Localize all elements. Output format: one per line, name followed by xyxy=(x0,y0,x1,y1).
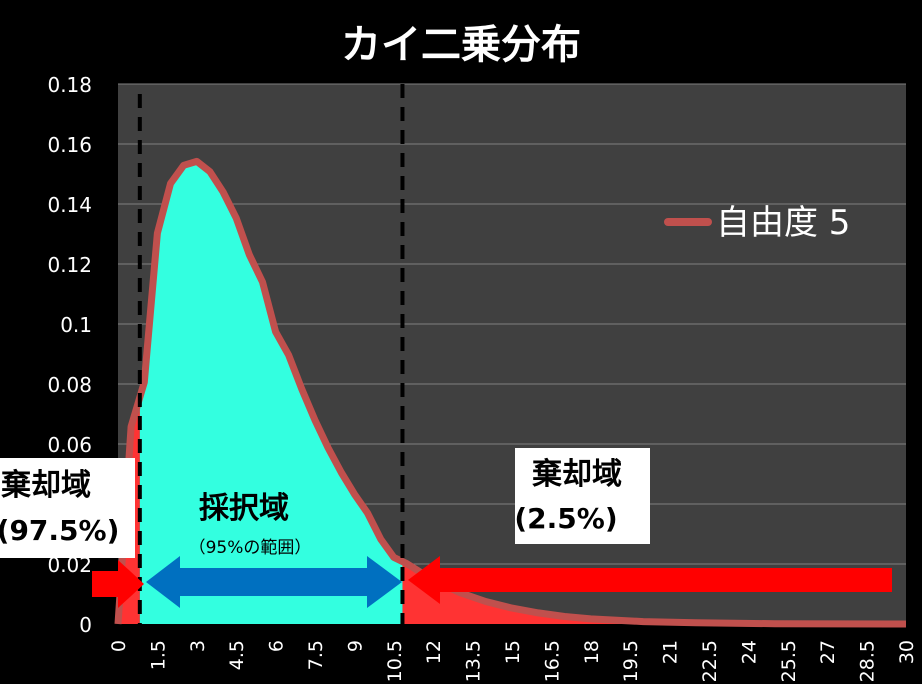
reject-arrow-right xyxy=(408,556,892,604)
legend: 自由度 5 xyxy=(664,203,850,243)
x-tick-label: 27 xyxy=(817,640,839,664)
y-tick-label: 0.14 xyxy=(47,193,92,217)
y-tick-label: 0.1 xyxy=(60,313,92,337)
x-tick-label: 24 xyxy=(738,640,760,664)
x-tick-label: 13.5 xyxy=(463,640,485,682)
y-tick-label: 0.08 xyxy=(47,373,92,397)
reject-arrow-left xyxy=(92,560,144,608)
y-tick-label: 0.12 xyxy=(47,253,92,277)
x-tick-label: 28.5 xyxy=(857,640,879,682)
left-reject-title: 棄却域 xyxy=(1,468,91,503)
x-tick-label: 16.5 xyxy=(541,640,563,682)
x-tick-label: 7.5 xyxy=(305,640,327,670)
x-tick-label: 10.5 xyxy=(384,640,406,682)
reject-region-right xyxy=(402,561,906,624)
chart-title: カイ二乗分布 xyxy=(341,22,581,68)
x-tick-label: 12 xyxy=(423,640,445,664)
x-tick-label: 30 xyxy=(896,640,918,664)
legend-label: 自由度 5 xyxy=(716,203,850,243)
y-tick-label: 0.18 xyxy=(47,73,92,97)
accept-label: 採択域 xyxy=(199,491,289,526)
x-tick-label: 6 xyxy=(266,640,288,652)
left-reject-callout: 棄却域 (97.5%) xyxy=(0,458,135,558)
series-line-df5 xyxy=(114,157,907,628)
x-tick-label: 25.5 xyxy=(778,640,800,682)
y-tick-label: 0.16 xyxy=(47,133,92,157)
accept-sublabel: （95%の範囲） xyxy=(189,538,312,558)
accept-region xyxy=(139,161,403,624)
x-tick-label: 22.5 xyxy=(699,640,721,682)
x-tick-label: 18 xyxy=(581,640,603,664)
x-tick-label: 9 xyxy=(344,640,366,652)
accept-arrow-shape xyxy=(146,556,402,608)
right-reject-callout: 棄却域 (2.5%) xyxy=(514,448,650,544)
x-tick-label: 19.5 xyxy=(620,640,642,682)
accept-arrow xyxy=(146,556,402,608)
right-reject-percent: (2.5%) xyxy=(514,502,617,535)
x-tick-label: 1.5 xyxy=(147,640,169,670)
left-reject-percent: (97.5%) xyxy=(0,514,119,547)
x-tick-label: 0 xyxy=(108,640,130,652)
x-axis: 0 1.5 3 4.5 6 7.5 9 10.5 12 13.5 15 16.5 18 19.5 21 22.… xyxy=(108,640,918,682)
right-reject-title: 棄却域 xyxy=(532,457,622,492)
y-tick-label: 0.06 xyxy=(47,433,92,457)
x-tick-label: 15 xyxy=(502,640,524,664)
x-tick-label: 3 xyxy=(187,640,209,652)
x-tick-label: 21 xyxy=(660,640,682,664)
y-tick-label: 0 xyxy=(79,613,92,637)
x-tick-label: 4.5 xyxy=(226,640,248,670)
